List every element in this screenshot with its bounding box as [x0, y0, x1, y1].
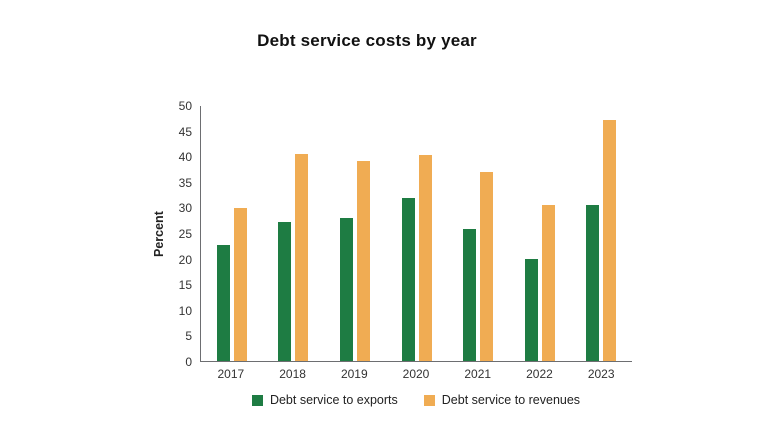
y-tick-label: 20	[178, 252, 192, 267]
legend-item: Debt service to revenues	[423, 393, 581, 407]
y-tick-label: 35	[178, 175, 192, 190]
bar-group-2019	[324, 106, 386, 361]
legend-item: Debt service to exports	[251, 393, 398, 407]
x-tick-label: 2020	[402, 367, 430, 381]
legend-swatch	[423, 394, 435, 406]
bar-group-2021	[447, 106, 509, 361]
bar-group-2020	[386, 106, 448, 361]
legend-label: Debt service to revenues	[441, 393, 581, 407]
bar-2022-exports	[524, 259, 538, 361]
legend: Debt service to exports Debt service to r…	[200, 393, 632, 407]
y-tick-label: 50	[178, 99, 192, 113]
bar-2023-revenues	[603, 119, 617, 361]
x-tick-label: 2023	[587, 367, 615, 381]
y-tick-label: 40	[178, 150, 192, 165]
y-tick-label: 45	[178, 124, 192, 139]
bar-2018-exports	[278, 221, 292, 361]
plot-area	[200, 106, 632, 362]
legend-label: Debt service to exports	[269, 393, 398, 407]
y-tick-label: 0	[185, 355, 192, 369]
y-tick-label: 30	[178, 201, 192, 216]
x-tick-label: 2018	[279, 367, 306, 381]
bar-2019-revenues	[356, 161, 370, 361]
legend-swatch	[251, 394, 263, 406]
x-axis-ticks: 2017 2018 2019 2020 2021 2022 2023	[200, 367, 632, 381]
y-axis-ticks: 0 5 10 15 20 25 30 35 40 45 50	[0, 99, 192, 369]
bar-group-2017	[201, 106, 263, 361]
x-tick-label: 2019	[340, 367, 368, 381]
x-tick-label: 2017	[217, 367, 245, 381]
y-tick-label: 25	[178, 227, 192, 241]
bar-2017-revenues	[233, 208, 247, 361]
x-tick-label: 2021	[464, 367, 492, 381]
y-tick-label: 15	[178, 278, 192, 293]
bar-2019-exports	[339, 218, 353, 361]
bar-2017-exports	[216, 244, 230, 361]
bar-2020-exports	[401, 197, 415, 361]
bar-2021-revenues	[480, 172, 494, 361]
bar-2021-exports	[463, 229, 477, 361]
bar-2022-revenues	[541, 205, 555, 361]
x-tick-label: 2022	[526, 367, 553, 381]
bar-2023-exports	[586, 205, 600, 361]
y-tick-label: 10	[178, 303, 192, 318]
bar-group-2023	[570, 106, 632, 361]
bar-2018-revenues	[295, 154, 309, 361]
bar-2020-revenues	[418, 155, 432, 361]
bar-group-2022	[509, 106, 571, 361]
chart-title: Debt service costs by year	[257, 31, 477, 50]
bar-group-2018	[263, 106, 325, 361]
y-tick-label: 5	[185, 329, 192, 344]
